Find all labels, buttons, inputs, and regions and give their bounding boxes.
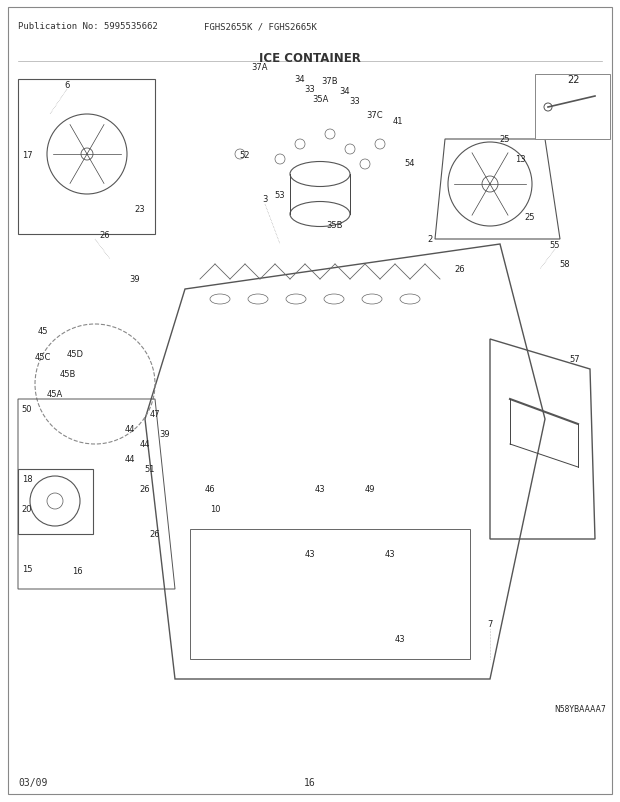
Text: N58YBAAAA7: N58YBAAAA7 — [554, 705, 606, 714]
Text: 34: 34 — [340, 87, 350, 96]
Text: 47: 47 — [149, 410, 161, 419]
Text: 55: 55 — [550, 241, 560, 249]
Text: 41: 41 — [392, 117, 403, 127]
Text: 44: 44 — [125, 425, 135, 434]
Text: 16: 16 — [72, 567, 82, 576]
Text: 45D: 45D — [66, 350, 84, 359]
Text: Publication No: 5995535662: Publication No: 5995535662 — [18, 22, 157, 31]
Text: 37C: 37C — [366, 111, 383, 119]
Text: 45B: 45B — [60, 370, 76, 379]
Text: 26: 26 — [140, 485, 150, 494]
Text: FGHS2655K / FGHS2665K: FGHS2655K / FGHS2665K — [203, 22, 316, 31]
Text: 10: 10 — [210, 505, 220, 514]
Text: 39: 39 — [160, 430, 171, 439]
Text: 53: 53 — [275, 190, 285, 199]
Text: 45C: 45C — [35, 353, 51, 362]
Text: 7: 7 — [487, 620, 493, 629]
Text: 51: 51 — [144, 465, 155, 474]
Text: 35B: 35B — [327, 221, 343, 229]
Bar — [535, 75, 610, 140]
Text: 43: 43 — [315, 485, 326, 494]
Text: 35A: 35A — [312, 95, 328, 104]
Text: 43: 43 — [395, 634, 405, 644]
Text: 44: 44 — [125, 455, 135, 464]
Text: 25: 25 — [500, 136, 510, 144]
Text: 03/09: 03/09 — [18, 777, 47, 787]
Bar — [18, 469, 93, 534]
Text: 57: 57 — [570, 355, 580, 364]
Text: 49: 49 — [365, 485, 375, 494]
Text: 13: 13 — [515, 156, 525, 164]
Text: 26: 26 — [100, 230, 110, 239]
Text: 43: 43 — [384, 550, 396, 559]
Text: 45: 45 — [38, 327, 48, 336]
Text: 16: 16 — [304, 777, 316, 787]
Text: 54: 54 — [405, 158, 415, 168]
Text: 43: 43 — [304, 550, 316, 559]
Text: 52: 52 — [240, 150, 250, 160]
Text: 39: 39 — [130, 275, 140, 284]
Text: 45A: 45A — [47, 390, 63, 399]
Text: 17: 17 — [22, 150, 32, 160]
Text: 58: 58 — [560, 260, 570, 269]
Text: 22: 22 — [567, 75, 579, 85]
Text: 20: 20 — [22, 505, 32, 514]
Text: 6: 6 — [64, 81, 69, 91]
Text: 26: 26 — [454, 265, 466, 274]
Text: 37B: 37B — [322, 78, 339, 87]
Text: 2: 2 — [427, 235, 433, 244]
Text: 18: 18 — [22, 475, 32, 484]
Text: 33: 33 — [304, 85, 316, 95]
Text: 33: 33 — [350, 97, 360, 107]
Text: 26: 26 — [149, 530, 161, 539]
Text: 37A: 37A — [252, 63, 268, 72]
Text: 44: 44 — [140, 440, 150, 449]
Text: 46: 46 — [205, 485, 215, 494]
Text: 34: 34 — [294, 75, 305, 84]
Text: 25: 25 — [525, 213, 535, 222]
Text: 50: 50 — [22, 405, 32, 414]
Text: ICE CONTAINER: ICE CONTAINER — [259, 52, 361, 65]
Text: 15: 15 — [22, 565, 32, 573]
Text: 3: 3 — [262, 195, 268, 205]
Text: 23: 23 — [135, 205, 145, 214]
